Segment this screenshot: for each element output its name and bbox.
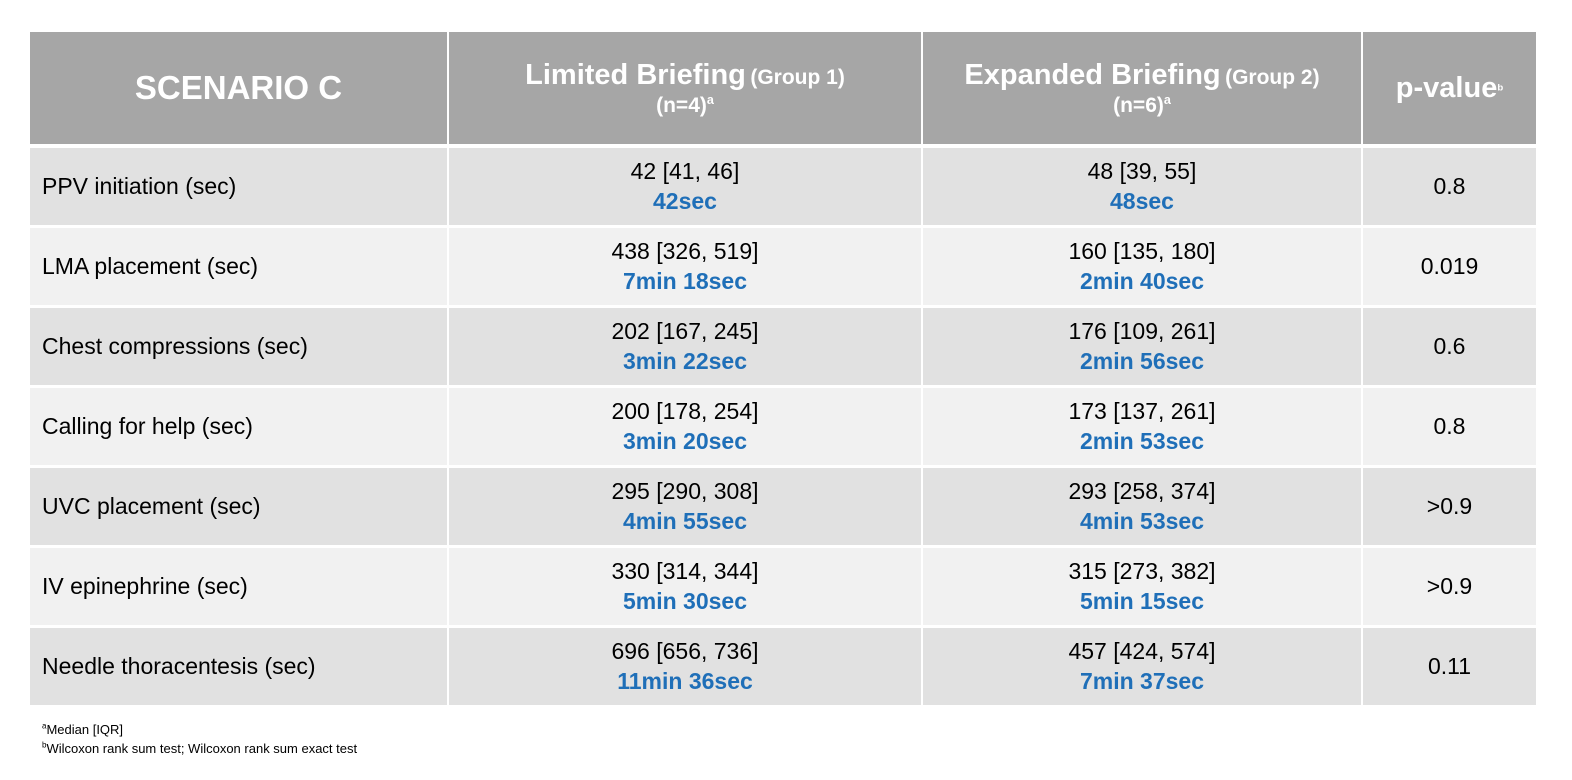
group1-raw: 200 [178, 254] bbox=[611, 397, 759, 424]
group1-footnote-mark: a bbox=[706, 93, 714, 107]
pvalue-cell: 0.6 bbox=[1362, 306, 1536, 388]
group1-label: Limited Briefing bbox=[525, 58, 746, 91]
table-row: IV epinephrine (sec) 330 [314, 344] 5min … bbox=[30, 546, 1536, 628]
table-header: SCENARIO C Limited Briefing (Group 1) (n… bbox=[30, 32, 1536, 148]
group2-formatted: 2min 40sec bbox=[1079, 267, 1205, 294]
group1-cell: 696 [656, 736] 11min 36sec bbox=[448, 626, 923, 708]
table-row: LMA placement (sec) 438 [326, 519] 7min 1… bbox=[30, 226, 1536, 308]
group1-raw: 696 [656, 736] bbox=[611, 637, 759, 664]
group1-group: (Group 1) bbox=[750, 65, 845, 89]
pvalue-cell: >0.9 bbox=[1362, 466, 1536, 548]
group2-footnote-mark: a bbox=[1163, 93, 1171, 107]
header-scenario: SCENARIO C bbox=[30, 32, 449, 148]
group1-raw: 42 [41, 46] bbox=[630, 157, 740, 184]
group1-cell: 42 [41, 46] 42sec bbox=[448, 146, 923, 228]
pvalue-label: p-value bbox=[1395, 71, 1498, 104]
header-row: SCENARIO C Limited Briefing (Group 1) (n… bbox=[30, 32, 1536, 148]
group2-formatted: 2min 53sec bbox=[1079, 427, 1205, 454]
group1-raw: 295 [290, 308] bbox=[611, 477, 759, 504]
header-group1: Limited Briefing (Group 1) (n=4)a bbox=[448, 32, 923, 148]
pvalue-cell: 0.8 bbox=[1362, 146, 1536, 228]
table-body: PPV initiation (sec) 42 [41, 46] 42sec 48… bbox=[30, 146, 1536, 708]
group1-formatted: 11min 36sec bbox=[617, 667, 753, 694]
group2-cell: 160 [135, 180] 2min 40sec bbox=[922, 226, 1363, 308]
footnote-mark-b: b bbox=[42, 740, 47, 750]
group2-formatted: 5min 15sec bbox=[1079, 587, 1205, 614]
metric-cell: Calling for help (sec) bbox=[30, 386, 449, 468]
group1-raw: 330 [314, 344] bbox=[611, 557, 759, 584]
group2-raw: 160 [135, 180] bbox=[1068, 237, 1216, 264]
pvalue-cell: 0.11 bbox=[1362, 626, 1536, 708]
footnote-b: bWilcoxon rank sum test; Wilcoxon rank s… bbox=[42, 739, 357, 758]
metric-cell: UVC placement (sec) bbox=[30, 466, 449, 548]
group1-formatted: 3min 20sec bbox=[622, 427, 748, 454]
footnote-text-b: Wilcoxon rank sum test; Wilcoxon rank su… bbox=[46, 741, 358, 756]
group2-raw: 173 [137, 261] bbox=[1068, 397, 1216, 424]
group2-n-text: (n=6) bbox=[1113, 94, 1164, 117]
group2-label: Expanded Briefing bbox=[964, 58, 1221, 91]
group2-cell: 173 [137, 261] 2min 53sec bbox=[922, 386, 1363, 468]
group2-raw: 293 [258, 374] bbox=[1068, 477, 1216, 504]
group2-cell: 176 [109, 261] 2min 56sec bbox=[922, 306, 1363, 388]
table-row: Chest compressions (sec) 202 [167, 245] 3… bbox=[30, 306, 1536, 388]
group1-raw: 438 [326, 519] bbox=[611, 237, 759, 264]
group2-cell: 315 [273, 382] 5min 15sec bbox=[922, 546, 1363, 628]
group1-cell: 200 [178, 254] 3min 20sec bbox=[448, 386, 923, 468]
group2-group: (Group 2) bbox=[1225, 65, 1320, 89]
group2-n: (n=6)a bbox=[923, 93, 1361, 119]
group2-formatted: 4min 53sec bbox=[1079, 507, 1205, 534]
table-row: UVC placement (sec) 295 [290, 308] 4min 5… bbox=[30, 466, 1536, 548]
group2-raw: 315 [273, 382] bbox=[1068, 557, 1216, 584]
footnote-a: aMedian [IQR] bbox=[42, 720, 357, 739]
group1-formatted: 5min 30sec bbox=[622, 587, 748, 614]
group1-n-text: (n=4) bbox=[656, 94, 707, 117]
scenario-title: SCENARIO C bbox=[134, 69, 343, 107]
metric-cell: IV epinephrine (sec) bbox=[30, 546, 449, 628]
footnote-mark-a: a bbox=[42, 721, 47, 731]
metric-cell: Needle thoracentesis (sec) bbox=[30, 626, 449, 708]
metric-cell: LMA placement (sec) bbox=[30, 226, 449, 308]
group1-formatted: 42sec bbox=[653, 187, 717, 214]
footnote-text-a: Median [IQR] bbox=[46, 722, 124, 737]
results-table: SCENARIO C Limited Briefing (Group 1) (n… bbox=[30, 32, 1536, 708]
group1-cell: 438 [326, 519] 7min 18sec bbox=[448, 226, 923, 308]
pvalue-cell: 0.8 bbox=[1362, 386, 1536, 468]
header-group2: Expanded Briefing (Group 2) (n=6)a bbox=[922, 32, 1363, 148]
group1-formatted: 3min 22sec bbox=[622, 347, 748, 374]
group2-raw: 176 [109, 261] bbox=[1068, 317, 1216, 344]
group1-n: (n=4)a bbox=[449, 93, 921, 119]
group2-cell: 48 [39, 55] 48sec bbox=[922, 146, 1363, 228]
pvalue-cell: >0.9 bbox=[1362, 546, 1536, 628]
group1-formatted: 4min 55sec bbox=[622, 507, 748, 534]
footnotes: aMedian [IQR] bWilcoxon rank sum test; W… bbox=[42, 720, 357, 758]
group2-raw: 457 [424, 574] bbox=[1068, 637, 1216, 664]
group2-formatted: 2min 56sec bbox=[1079, 347, 1205, 374]
table-row: Calling for help (sec) 200 [178, 254] 3mi… bbox=[30, 386, 1536, 468]
group1-raw: 202 [167, 245] bbox=[611, 317, 759, 344]
group1-cell: 295 [290, 308] 4min 55sec bbox=[448, 466, 923, 548]
group2-cell: 457 [424, 574] 7min 37sec bbox=[922, 626, 1363, 708]
header-pvalue: p-valueb bbox=[1362, 32, 1536, 148]
pvalue-footnote-mark: b bbox=[1497, 82, 1504, 94]
table-row: PPV initiation (sec) 42 [41, 46] 42sec 48… bbox=[30, 146, 1536, 228]
group1-formatted: 7min 18sec bbox=[622, 267, 748, 294]
metric-cell: Chest compressions (sec) bbox=[30, 306, 449, 388]
group1-cell: 330 [314, 344] 5min 30sec bbox=[448, 546, 923, 628]
group2-formatted: 7min 37sec bbox=[1079, 667, 1205, 694]
table-row: Needle thoracentesis (sec) 696 [656, 736… bbox=[30, 626, 1536, 708]
group2-formatted: 48sec bbox=[1110, 187, 1174, 214]
group2-cell: 293 [258, 374] 4min 53sec bbox=[922, 466, 1363, 548]
pvalue-cell: 0.019 bbox=[1362, 226, 1536, 308]
group1-cell: 202 [167, 245] 3min 22sec bbox=[448, 306, 923, 388]
group2-raw: 48 [39, 55] bbox=[1087, 157, 1197, 184]
metric-cell: PPV initiation (sec) bbox=[30, 146, 449, 228]
